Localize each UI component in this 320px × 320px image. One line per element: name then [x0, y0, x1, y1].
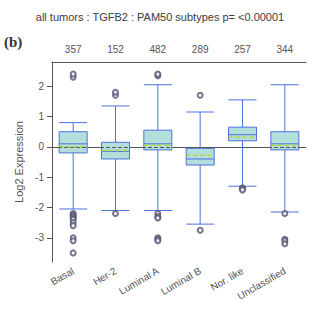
svg-text:257: 257: [234, 44, 251, 55]
svg-text:Nor. like: Nor. like: [208, 265, 246, 293]
svg-text:-1: -1: [35, 172, 44, 183]
svg-text:152: 152: [107, 44, 124, 55]
svg-text:357: 357: [65, 44, 82, 55]
svg-text:Log2 Expression: Log2 Expression: [13, 121, 25, 203]
svg-text:Unclassified: Unclassified: [235, 265, 287, 301]
svg-text:2: 2: [38, 81, 44, 92]
svg-text:482: 482: [149, 44, 166, 55]
svg-text:289: 289: [192, 44, 209, 55]
svg-text:Her-2: Her-2: [91, 265, 119, 287]
svg-text:Luminal A: Luminal A: [117, 265, 161, 297]
svg-text:Basal: Basal: [49, 265, 76, 287]
svg-text:all tumors : TGFB2 : PAM50 sub: all tumors : TGFB2 : PAM50 subtypes p= <…: [36, 11, 284, 23]
svg-text:1: 1: [38, 111, 44, 122]
svg-text:344: 344: [276, 44, 293, 55]
svg-text:-2: -2: [35, 202, 44, 213]
svg-text:Luminal B: Luminal B: [159, 265, 203, 297]
svg-text:0: 0: [38, 141, 44, 152]
svg-text:(b): (b): [4, 34, 22, 51]
svg-text:-3: -3: [35, 232, 44, 243]
